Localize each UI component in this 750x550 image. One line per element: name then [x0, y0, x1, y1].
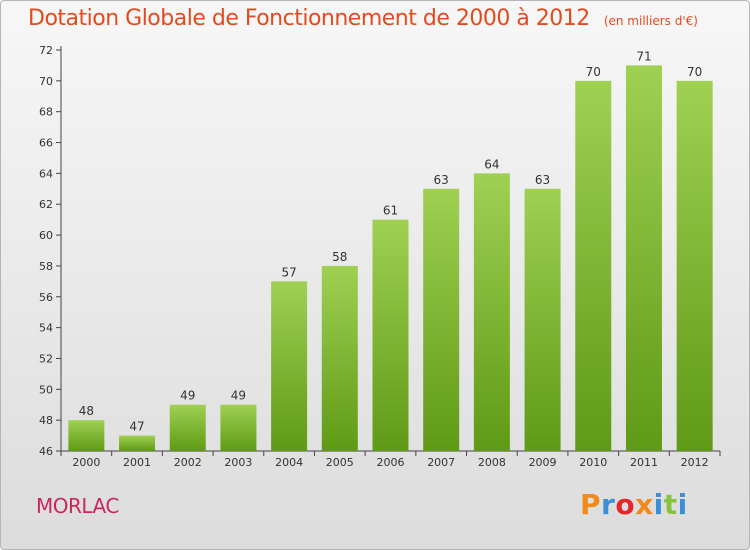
bar — [372, 219, 409, 451]
y-tick-label: 64 — [39, 167, 53, 180]
bar — [625, 65, 662, 451]
bar — [575, 80, 612, 451]
x-tick-label: 2001 — [123, 456, 151, 469]
bar — [676, 80, 713, 451]
x-tick-label: 2008 — [478, 456, 506, 469]
bar — [524, 188, 561, 452]
y-tick-label: 68 — [39, 106, 53, 119]
y-tick-label: 48 — [39, 414, 53, 427]
x-tick-label: 2000 — [72, 456, 100, 469]
value-label: 70 — [687, 65, 702, 79]
logo-letter: o — [615, 488, 636, 521]
x-tick-label: 2011 — [630, 456, 658, 469]
chart-labels: 48 47 49 49 57 58 61 63 64 63 70 71 70 — [79, 49, 703, 433]
logo-letter: i — [677, 488, 688, 521]
y-tick-label: 72 — [39, 44, 53, 57]
value-label: 49 — [180, 389, 195, 403]
bar — [473, 173, 510, 451]
x-tick-label: 2006 — [377, 456, 405, 469]
value-label: 71 — [636, 49, 651, 63]
bar — [321, 265, 358, 451]
value-label: 63 — [434, 173, 449, 187]
chart-title-text: Dotation Globale de Fonctionnement de 20… — [28, 6, 590, 31]
x-tick-label: 2002 — [174, 456, 202, 469]
logo-letter: r — [601, 488, 616, 521]
chart-unit: (en milliers d'€) — [603, 14, 698, 28]
x-tick-label: 2003 — [224, 456, 252, 469]
bar — [423, 188, 460, 452]
x-tick-label: 2012 — [681, 456, 709, 469]
bar — [68, 420, 105, 451]
y-tick-label: 58 — [39, 260, 53, 273]
logo-letter: t — [663, 488, 678, 521]
value-label: 58 — [332, 250, 347, 264]
y-tick-label: 56 — [39, 291, 53, 304]
y-tick-label: 70 — [39, 75, 53, 88]
value-label: 70 — [586, 65, 601, 79]
x-tick-label: 2005 — [326, 456, 354, 469]
value-label: 48 — [79, 404, 94, 418]
value-label: 64 — [484, 157, 499, 171]
logo-letter: P — [580, 488, 602, 521]
chart-title: Dotation Globale de Fonctionnement de 20… — [28, 6, 698, 31]
logo-letter: x — [635, 488, 654, 521]
proxiti-logo[interactable]: Proxiti — [580, 488, 688, 521]
y-tick-label: 50 — [39, 383, 53, 396]
value-label: 61 — [383, 204, 398, 218]
value-label: 49 — [231, 389, 246, 403]
x-tick-label: 2007 — [427, 456, 455, 469]
x-tick-label: 2009 — [529, 456, 557, 469]
y-tick-label: 52 — [39, 352, 53, 365]
place-name: MORLAC — [36, 494, 119, 518]
logo-letter: i — [653, 488, 664, 521]
y-tick-label: 62 — [39, 198, 53, 211]
bar — [119, 435, 156, 451]
value-label: 47 — [129, 420, 144, 434]
bar — [220, 404, 257, 451]
x-tick-label: 2004 — [275, 456, 303, 469]
y-tick-label: 66 — [39, 137, 53, 150]
value-label: 57 — [281, 265, 296, 279]
bar — [169, 404, 206, 451]
bar — [271, 281, 308, 451]
y-tick-label: 60 — [39, 229, 53, 242]
x-tick-label: 2010 — [579, 456, 607, 469]
y-tick-label: 46 — [39, 445, 53, 458]
chart-bars — [68, 65, 713, 452]
y-tick-label: 54 — [39, 322, 53, 335]
value-label: 63 — [535, 173, 550, 187]
